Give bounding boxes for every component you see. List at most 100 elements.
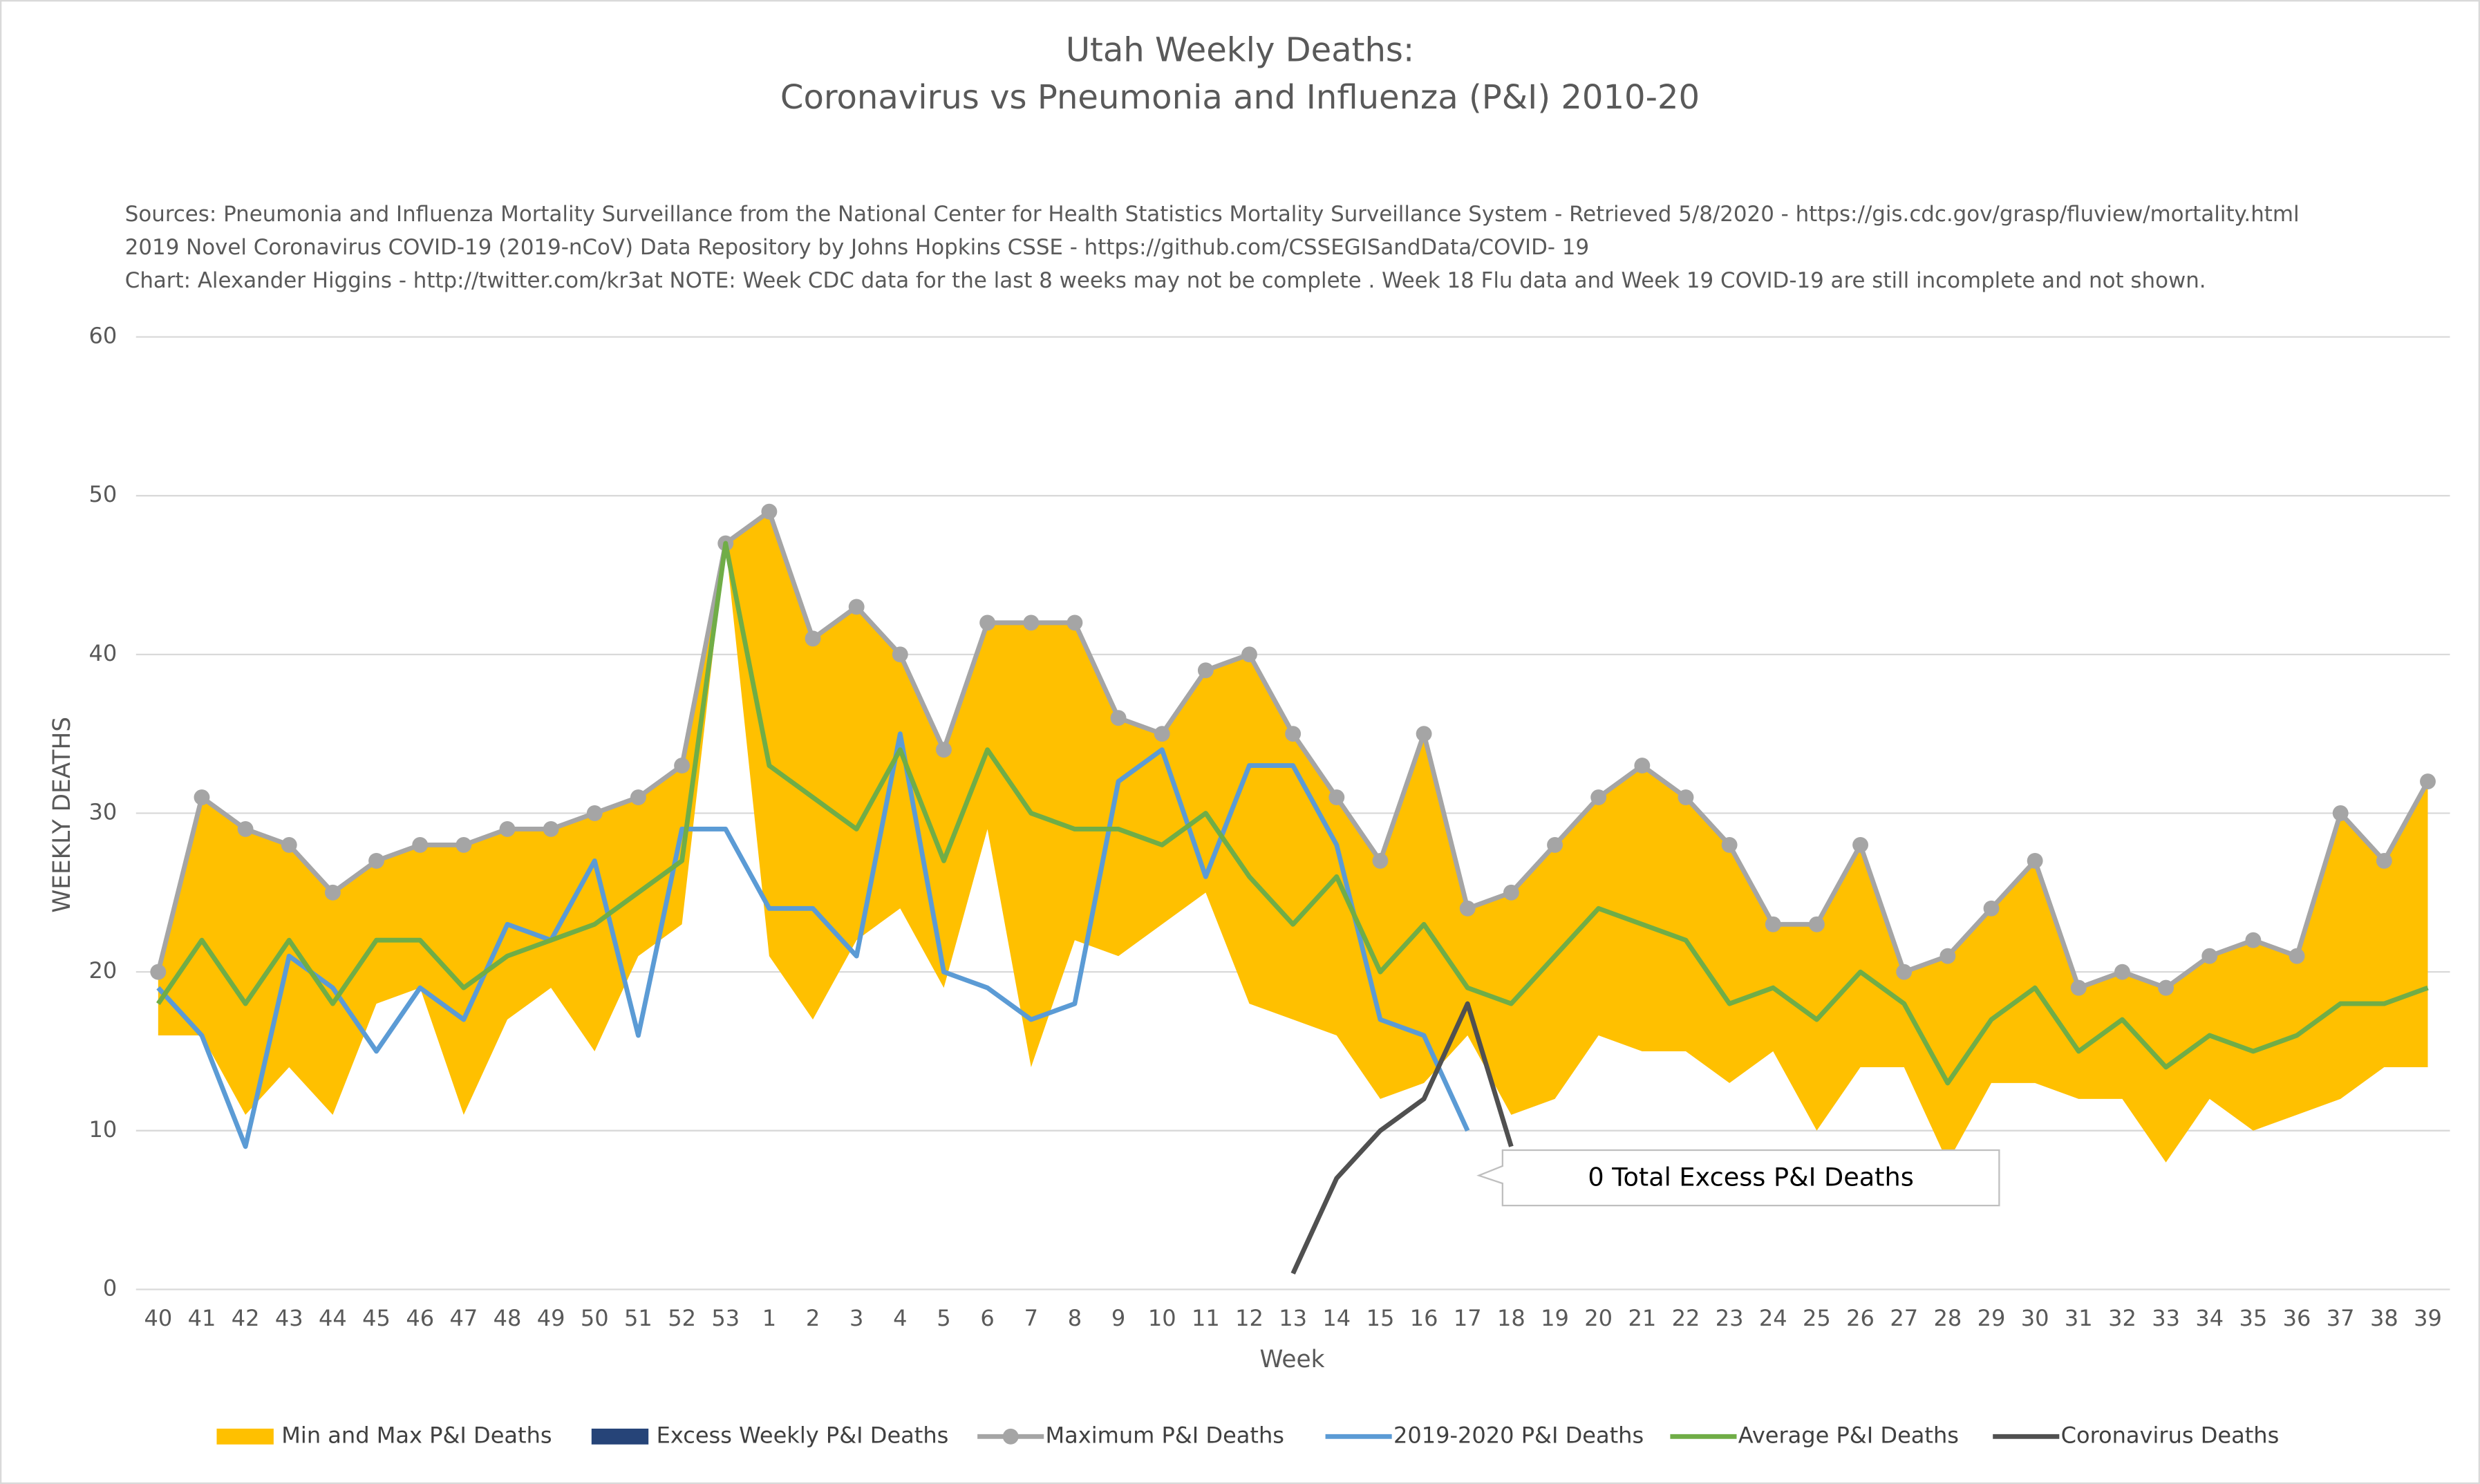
legend-swatch (591, 1428, 649, 1445)
range-area (158, 511, 2428, 1163)
x-tick-label: 37 (2327, 1305, 2355, 1331)
legend-label: Excess Weekly P&I Deaths (657, 1422, 949, 1448)
x-tick-label: 5 (937, 1305, 950, 1331)
x-tick-label: 11 (1192, 1305, 1220, 1331)
x-tick-label: 51 (624, 1305, 652, 1331)
marker (1590, 789, 1607, 805)
annotation: 0 Total Excess P&I Deaths (1588, 1163, 1913, 1192)
legend-label: 2019-2020 P&I Deaths (1393, 1422, 1644, 1448)
marker (1808, 916, 1825, 932)
y-tick-label: 0 (103, 1275, 117, 1301)
marker (1197, 662, 1214, 679)
marker (1852, 836, 1869, 853)
x-tick-label: 26 (1846, 1305, 1875, 1331)
marker (848, 599, 865, 615)
x-tick-label: 22 (1672, 1305, 1700, 1331)
marker (979, 614, 996, 631)
x-tick-label: 10 (1148, 1305, 1176, 1331)
legend-label: Maximum P&I Deaths (1046, 1422, 1284, 1448)
x-tick-label: 50 (581, 1305, 609, 1331)
x-tick-label: 49 (537, 1305, 565, 1331)
chart-title: Coronavirus vs Pneumonia and Influenza (… (780, 78, 1700, 117)
x-axis-title: Week (1260, 1346, 1325, 1373)
x-tick-label: 7 (1024, 1305, 1038, 1331)
marker (1328, 789, 1345, 805)
marker (1896, 964, 1913, 980)
x-tick-label: 27 (1890, 1305, 1918, 1331)
x-tick-label: 47 (449, 1305, 478, 1331)
marker (2027, 852, 2043, 869)
x-tick-label: 18 (1497, 1305, 1525, 1331)
x-tick-label: 52 (668, 1305, 696, 1331)
x-tick-label: 16 (1410, 1305, 1438, 1331)
x-tick-label: 43 (275, 1305, 303, 1331)
data-line (1290, 1001, 1514, 1275)
marker (237, 821, 254, 837)
marker (1110, 710, 1127, 726)
marker (1023, 614, 1040, 631)
x-tick-label: 53 (711, 1305, 740, 1331)
x-tick-label: 29 (1978, 1305, 2006, 1331)
marker (1983, 900, 2000, 917)
marker (674, 758, 691, 774)
x-tick-label: 33 (2152, 1305, 2180, 1331)
x-tick-label: 6 (980, 1305, 994, 1331)
marker (194, 789, 210, 805)
x-tick-label: 28 (1933, 1305, 1962, 1331)
x-tick-label: 3 (849, 1305, 863, 1331)
x-tick-label: 1 (762, 1305, 776, 1331)
legend-label: Min and Max P&I Deaths (281, 1422, 552, 1448)
marker (2420, 773, 2436, 790)
x-tick-label: 35 (2239, 1305, 2268, 1331)
legend-swatch (216, 1428, 274, 1445)
x-tick-label: 19 (1541, 1305, 1569, 1331)
marker (2245, 932, 2262, 948)
x-tick-label: 48 (494, 1305, 522, 1331)
marker (761, 503, 778, 520)
x-tick-label: 20 (1584, 1305, 1613, 1331)
legend-label: Average P&I Deaths (1738, 1422, 1959, 1448)
note: 2019 Novel Coronavirus COVID-19 (2019-nC… (125, 235, 1589, 260)
x-tick-label: 12 (1235, 1305, 1264, 1331)
marker (1503, 884, 1519, 901)
x-tick-label: 42 (232, 1305, 260, 1331)
x-tick-label: 46 (406, 1305, 434, 1331)
marker (1459, 900, 1476, 917)
marker (1678, 789, 1694, 805)
marker (1067, 614, 1083, 631)
data-line (156, 731, 1470, 1149)
x-tick-label: 32 (2108, 1305, 2136, 1331)
marker (1547, 836, 1563, 853)
x-tick-label: 40 (144, 1305, 172, 1331)
marker (150, 964, 167, 980)
marker (1372, 852, 1389, 869)
x-tick-label: 13 (1279, 1305, 1307, 1331)
marker (281, 836, 297, 853)
y-tick-label: 30 (89, 798, 118, 825)
marker (2158, 979, 2174, 996)
marker (2201, 948, 2218, 964)
y-tick-label: 20 (89, 957, 118, 984)
marker (1765, 916, 1781, 932)
note: Sources: Pneumonia and Influenza Mortali… (125, 202, 2300, 227)
marker (586, 805, 603, 821)
x-tick-label: 14 (1322, 1305, 1351, 1331)
y-tick-label: 60 (89, 323, 118, 349)
x-tick-label: 31 (2065, 1305, 2093, 1331)
legend-marker (1002, 1428, 1019, 1445)
legend: Min and Max P&I Deaths Excess Weekly P&I … (216, 1422, 2279, 1448)
x-tick-label: 34 (2195, 1305, 2224, 1331)
x-tick-label: 21 (1628, 1305, 1656, 1331)
marker (630, 789, 646, 805)
x-tick-label: 4 (893, 1305, 907, 1331)
marker (2332, 805, 2349, 821)
x-tick-label: 9 (1111, 1305, 1125, 1331)
x-tick-label: 44 (319, 1305, 347, 1331)
marker (1285, 726, 1302, 742)
legend-label: Coronavirus Deaths (2061, 1422, 2280, 1448)
marker (368, 852, 385, 869)
x-tick-label: 39 (2414, 1305, 2442, 1331)
x-tick-label: 24 (1759, 1305, 1787, 1331)
x-tick-label: 30 (2021, 1305, 2049, 1331)
